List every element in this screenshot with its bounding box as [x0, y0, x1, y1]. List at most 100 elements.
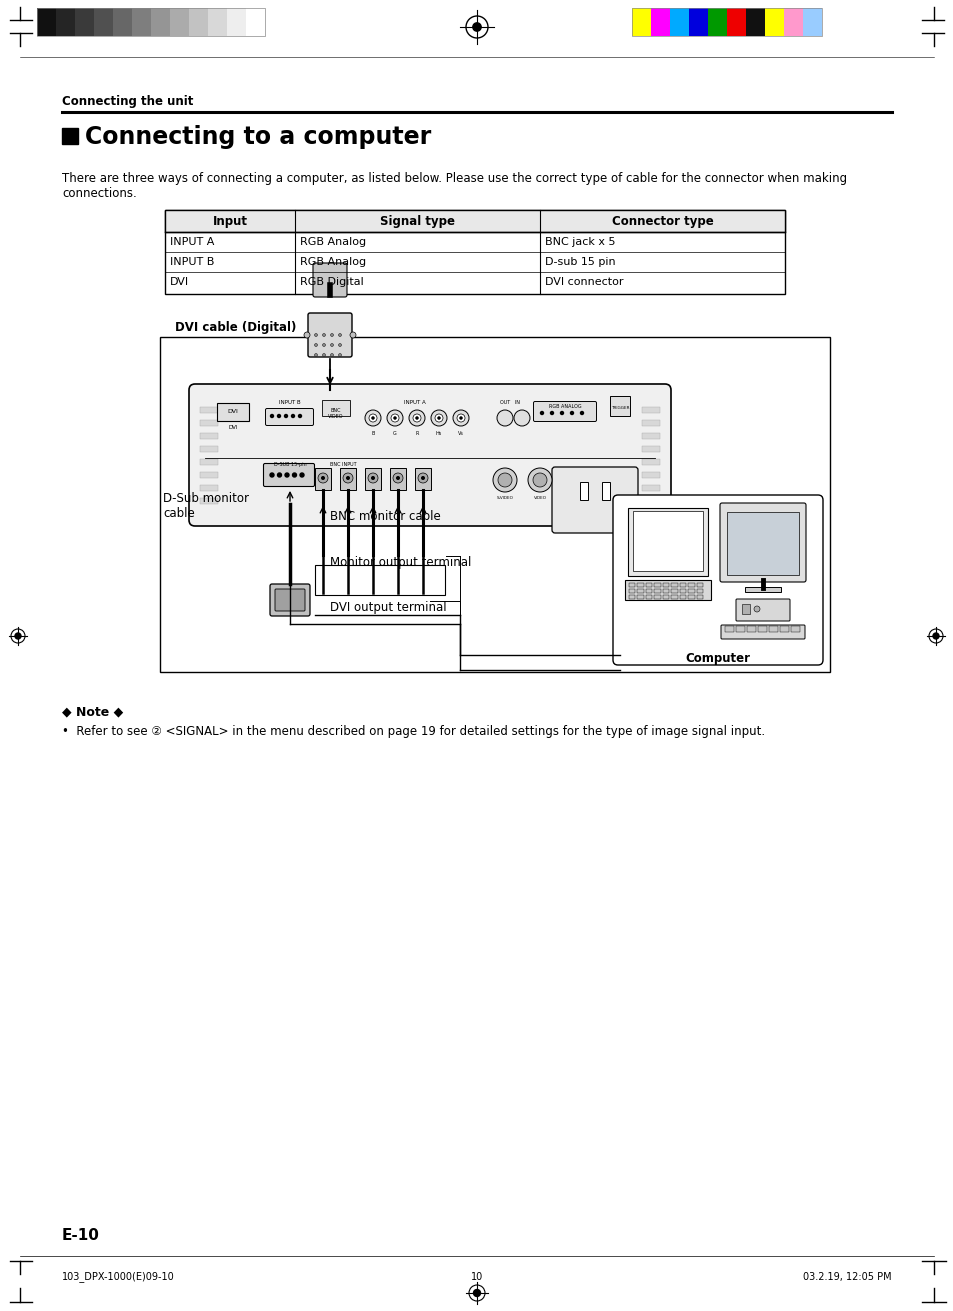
Bar: [56, 8, 75, 35]
Circle shape: [317, 473, 328, 482]
Circle shape: [435, 414, 442, 422]
Bar: [790, 625, 800, 632]
Bar: [688, 589, 695, 593]
Bar: [641, 433, 659, 439]
Bar: [783, 8, 802, 35]
Bar: [94, 8, 112, 35]
Bar: [624, 579, 710, 600]
Circle shape: [368, 473, 377, 482]
Text: Connecting to a computer: Connecting to a computer: [85, 125, 431, 149]
Text: BNC jack x 5: BNC jack x 5: [544, 237, 615, 246]
FancyBboxPatch shape: [720, 503, 805, 582]
Text: E-10: E-10: [62, 1228, 100, 1243]
Text: G: G: [393, 431, 396, 437]
Bar: [645, 595, 652, 599]
Circle shape: [299, 473, 304, 477]
Circle shape: [365, 410, 380, 426]
Bar: [637, 583, 643, 587]
Bar: [631, 8, 650, 35]
Bar: [780, 625, 788, 632]
Text: 103_DPX-1000(E)09-10: 103_DPX-1000(E)09-10: [62, 1272, 174, 1282]
Text: D-sub 15 pin: D-sub 15 pin: [544, 257, 615, 267]
FancyBboxPatch shape: [270, 583, 310, 616]
Bar: [415, 468, 431, 490]
Bar: [688, 8, 707, 35]
Bar: [802, 8, 821, 35]
Bar: [671, 589, 678, 593]
Bar: [669, 8, 688, 35]
Circle shape: [322, 343, 325, 346]
Bar: [200, 446, 218, 452]
Circle shape: [420, 476, 424, 480]
Bar: [707, 8, 726, 35]
Text: BNC INPUT: BNC INPUT: [330, 461, 355, 467]
Circle shape: [338, 333, 341, 337]
FancyBboxPatch shape: [263, 464, 314, 486]
Circle shape: [270, 473, 274, 477]
FancyBboxPatch shape: [313, 264, 347, 298]
Bar: [200, 485, 218, 492]
Bar: [628, 589, 635, 593]
Circle shape: [393, 473, 402, 482]
Bar: [641, 459, 659, 465]
Text: Hs: Hs: [436, 431, 441, 437]
Text: B: B: [371, 431, 375, 437]
Bar: [246, 8, 265, 35]
Text: S-VIDEO: S-VIDEO: [497, 496, 513, 499]
Circle shape: [570, 412, 573, 414]
Bar: [227, 8, 246, 35]
Circle shape: [314, 343, 317, 346]
Circle shape: [579, 412, 583, 414]
Bar: [631, 8, 821, 35]
Text: TRIGGER: TRIGGER: [610, 406, 629, 410]
Circle shape: [284, 414, 287, 417]
Text: INPUT A: INPUT A: [170, 237, 214, 246]
Circle shape: [533, 473, 546, 486]
Bar: [697, 583, 702, 587]
Circle shape: [277, 414, 280, 417]
Bar: [628, 583, 635, 587]
FancyBboxPatch shape: [552, 467, 638, 534]
Text: INPUT B: INPUT B: [170, 257, 214, 267]
Text: Connector type: Connector type: [611, 215, 713, 228]
Circle shape: [497, 410, 513, 426]
Text: DVI cable (Digital): DVI cable (Digital): [174, 321, 296, 334]
Bar: [75, 8, 94, 35]
Bar: [758, 625, 766, 632]
Circle shape: [560, 412, 563, 414]
Circle shape: [322, 354, 325, 357]
Text: connections.: connections.: [62, 187, 136, 201]
Circle shape: [391, 414, 398, 422]
Text: DVI output terminal: DVI output terminal: [330, 600, 446, 614]
Bar: [768, 625, 778, 632]
Circle shape: [514, 410, 530, 426]
Text: BNC monitor cable: BNC monitor cable: [330, 510, 440, 523]
Bar: [200, 433, 218, 439]
Text: Monitor output terminal: Monitor output terminal: [330, 556, 471, 569]
Circle shape: [493, 468, 517, 492]
Circle shape: [387, 410, 402, 426]
Text: •  Refer to see ② <SIGNAL> in the menu described on page 19 for detailed setting: • Refer to see ② <SIGNAL> in the menu de…: [62, 725, 764, 738]
Bar: [679, 583, 686, 587]
FancyBboxPatch shape: [189, 384, 670, 526]
Bar: [641, 472, 659, 479]
Circle shape: [437, 417, 440, 420]
Text: Computer: Computer: [685, 652, 750, 665]
Circle shape: [338, 354, 341, 357]
Circle shape: [459, 417, 462, 420]
Text: DVI connector: DVI connector: [544, 277, 623, 287]
Circle shape: [395, 476, 399, 480]
Bar: [200, 420, 218, 426]
FancyBboxPatch shape: [613, 496, 822, 665]
Text: RGB Analog: RGB Analog: [299, 257, 366, 267]
Circle shape: [350, 332, 355, 338]
Bar: [200, 406, 218, 413]
FancyBboxPatch shape: [533, 401, 596, 422]
Circle shape: [15, 633, 21, 638]
Bar: [609, 396, 629, 416]
Bar: [641, 406, 659, 413]
Bar: [628, 595, 635, 599]
Circle shape: [416, 417, 418, 420]
Bar: [654, 589, 660, 593]
Text: R: R: [415, 431, 418, 437]
